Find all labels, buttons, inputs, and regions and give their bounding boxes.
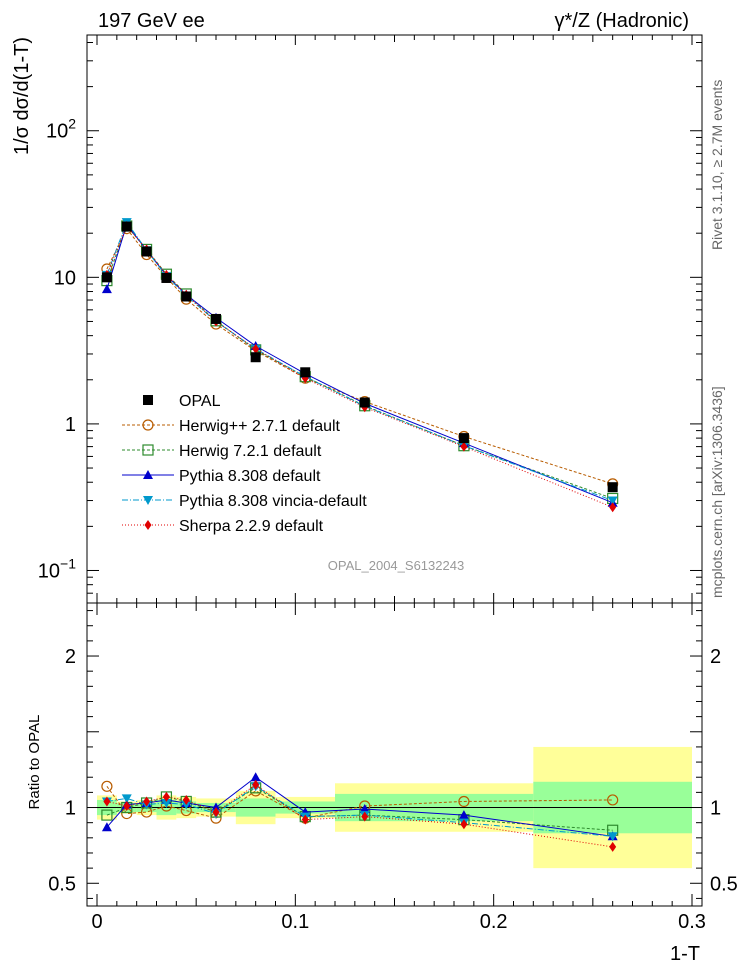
ratio-series-point — [123, 801, 131, 812]
ratio-series-point — [103, 796, 111, 807]
data-point — [141, 246, 152, 257]
series-line — [106, 223, 613, 504]
ratio-series-point — [301, 814, 309, 825]
ratio-series-point — [162, 791, 170, 802]
series-point — [609, 502, 617, 513]
series-point — [607, 496, 618, 506]
y-axis-label: 1/σ dσ/d(1-T) — [11, 37, 33, 155]
ratio-series-point — [458, 810, 469, 820]
x-tick-label: 0.3 — [678, 911, 706, 933]
ratio-series-line — [106, 784, 613, 848]
ratio-series-point — [458, 795, 470, 808]
ratio-series-point — [460, 819, 468, 830]
legend-label: Sherpa 2.2.9 default — [179, 518, 324, 535]
ratio-series-point — [609, 841, 617, 852]
legend-marker — [143, 496, 153, 505]
data-point — [101, 272, 112, 283]
legend-label: Herwig 7.2.1 default — [179, 443, 322, 460]
series-point — [460, 441, 468, 452]
x-tick-label: 0.1 — [281, 911, 309, 933]
legend-label: Herwig++ 2.7.1 default — [179, 418, 341, 435]
data-point — [458, 433, 469, 444]
y-tick-label-right: 1 — [710, 798, 721, 820]
legend-marker — [142, 444, 154, 456]
ratio-series-point — [361, 811, 369, 822]
analysis-id: OPAL_2004_S6132243 — [328, 558, 464, 573]
ratio-series-point — [359, 804, 370, 814]
data-point — [607, 482, 618, 493]
y-tick-label-left: 0.5 — [48, 873, 76, 895]
ratio-series-point — [607, 794, 619, 806]
data-point — [181, 291, 192, 302]
ratio-series-line — [106, 787, 613, 831]
legend-label: Pythia 8.308 vincia-default — [179, 493, 367, 510]
ratio-series-point — [211, 802, 221, 812]
main-chart: 10−1 1 10 102 1/σ dσ/d(1-T) OPAL_2004_S613224… — [11, 34, 703, 604]
legend-marker — [142, 419, 154, 431]
data-point — [211, 313, 221, 324]
y-tick-label-right: 0.5 — [710, 873, 738, 895]
ratio-chart: 0.5 0.5 1 1 2 2 0 0.1 0.2 0.3 Ratio to OPAL 1-T — [26, 602, 738, 965]
legend-marker — [143, 395, 153, 405]
series-point — [101, 284, 112, 294]
x-axis-label: 1-T — [670, 943, 700, 965]
ratio-series-point — [181, 800, 192, 810]
ratio-series-point — [182, 794, 190, 805]
ratio-y-axis-label: Ratio to OPAL — [26, 715, 43, 810]
header-left: 197 GeV ee — [98, 10, 205, 32]
ratio-series-point — [161, 798, 172, 808]
ratio-series-point — [250, 772, 261, 782]
ratio-series-point — [212, 807, 220, 818]
legend-label: Pythia 8.308 default — [179, 468, 321, 485]
series-point — [252, 343, 260, 354]
data-point — [300, 367, 311, 378]
legend-marker — [143, 470, 153, 479]
ratio-series-point — [143, 796, 151, 807]
ratio-series-point — [101, 809, 113, 821]
legend-label: OPAL — [179, 393, 221, 410]
data-point — [250, 352, 261, 363]
side-note-mcplots: mcplots.cern.ch [arXiv:1306.3436] — [709, 386, 725, 598]
ratio-series-point — [101, 780, 113, 792]
y-tick-label: 102 — [46, 116, 76, 143]
data-point — [161, 272, 172, 283]
ratio-series-point — [252, 779, 260, 790]
data-point — [121, 221, 132, 232]
y-tick-label: 10 — [54, 267, 76, 289]
y-tick-label: 10−1 — [38, 555, 76, 582]
y-tick-label-left: 1 — [65, 798, 76, 820]
ratio-series-point — [607, 832, 618, 842]
y-tick-label-right: 2 — [710, 646, 721, 668]
header-right: γ*/Z (Hadronic) — [555, 10, 689, 32]
side-note-rivet: Rivet 3.1.10, ≥ 2.7M events — [709, 80, 725, 250]
series-line — [106, 225, 613, 508]
ratio-series-point — [121, 794, 132, 804]
legend-marker — [144, 520, 152, 530]
data-point — [359, 397, 370, 408]
x-tick-label: 0 — [91, 911, 102, 933]
x-tick-label: 0.2 — [480, 911, 508, 933]
y-tick-label: 1 — [65, 414, 76, 436]
ratio-series-point — [101, 822, 112, 832]
y-tick-label-left: 2 — [65, 646, 76, 668]
